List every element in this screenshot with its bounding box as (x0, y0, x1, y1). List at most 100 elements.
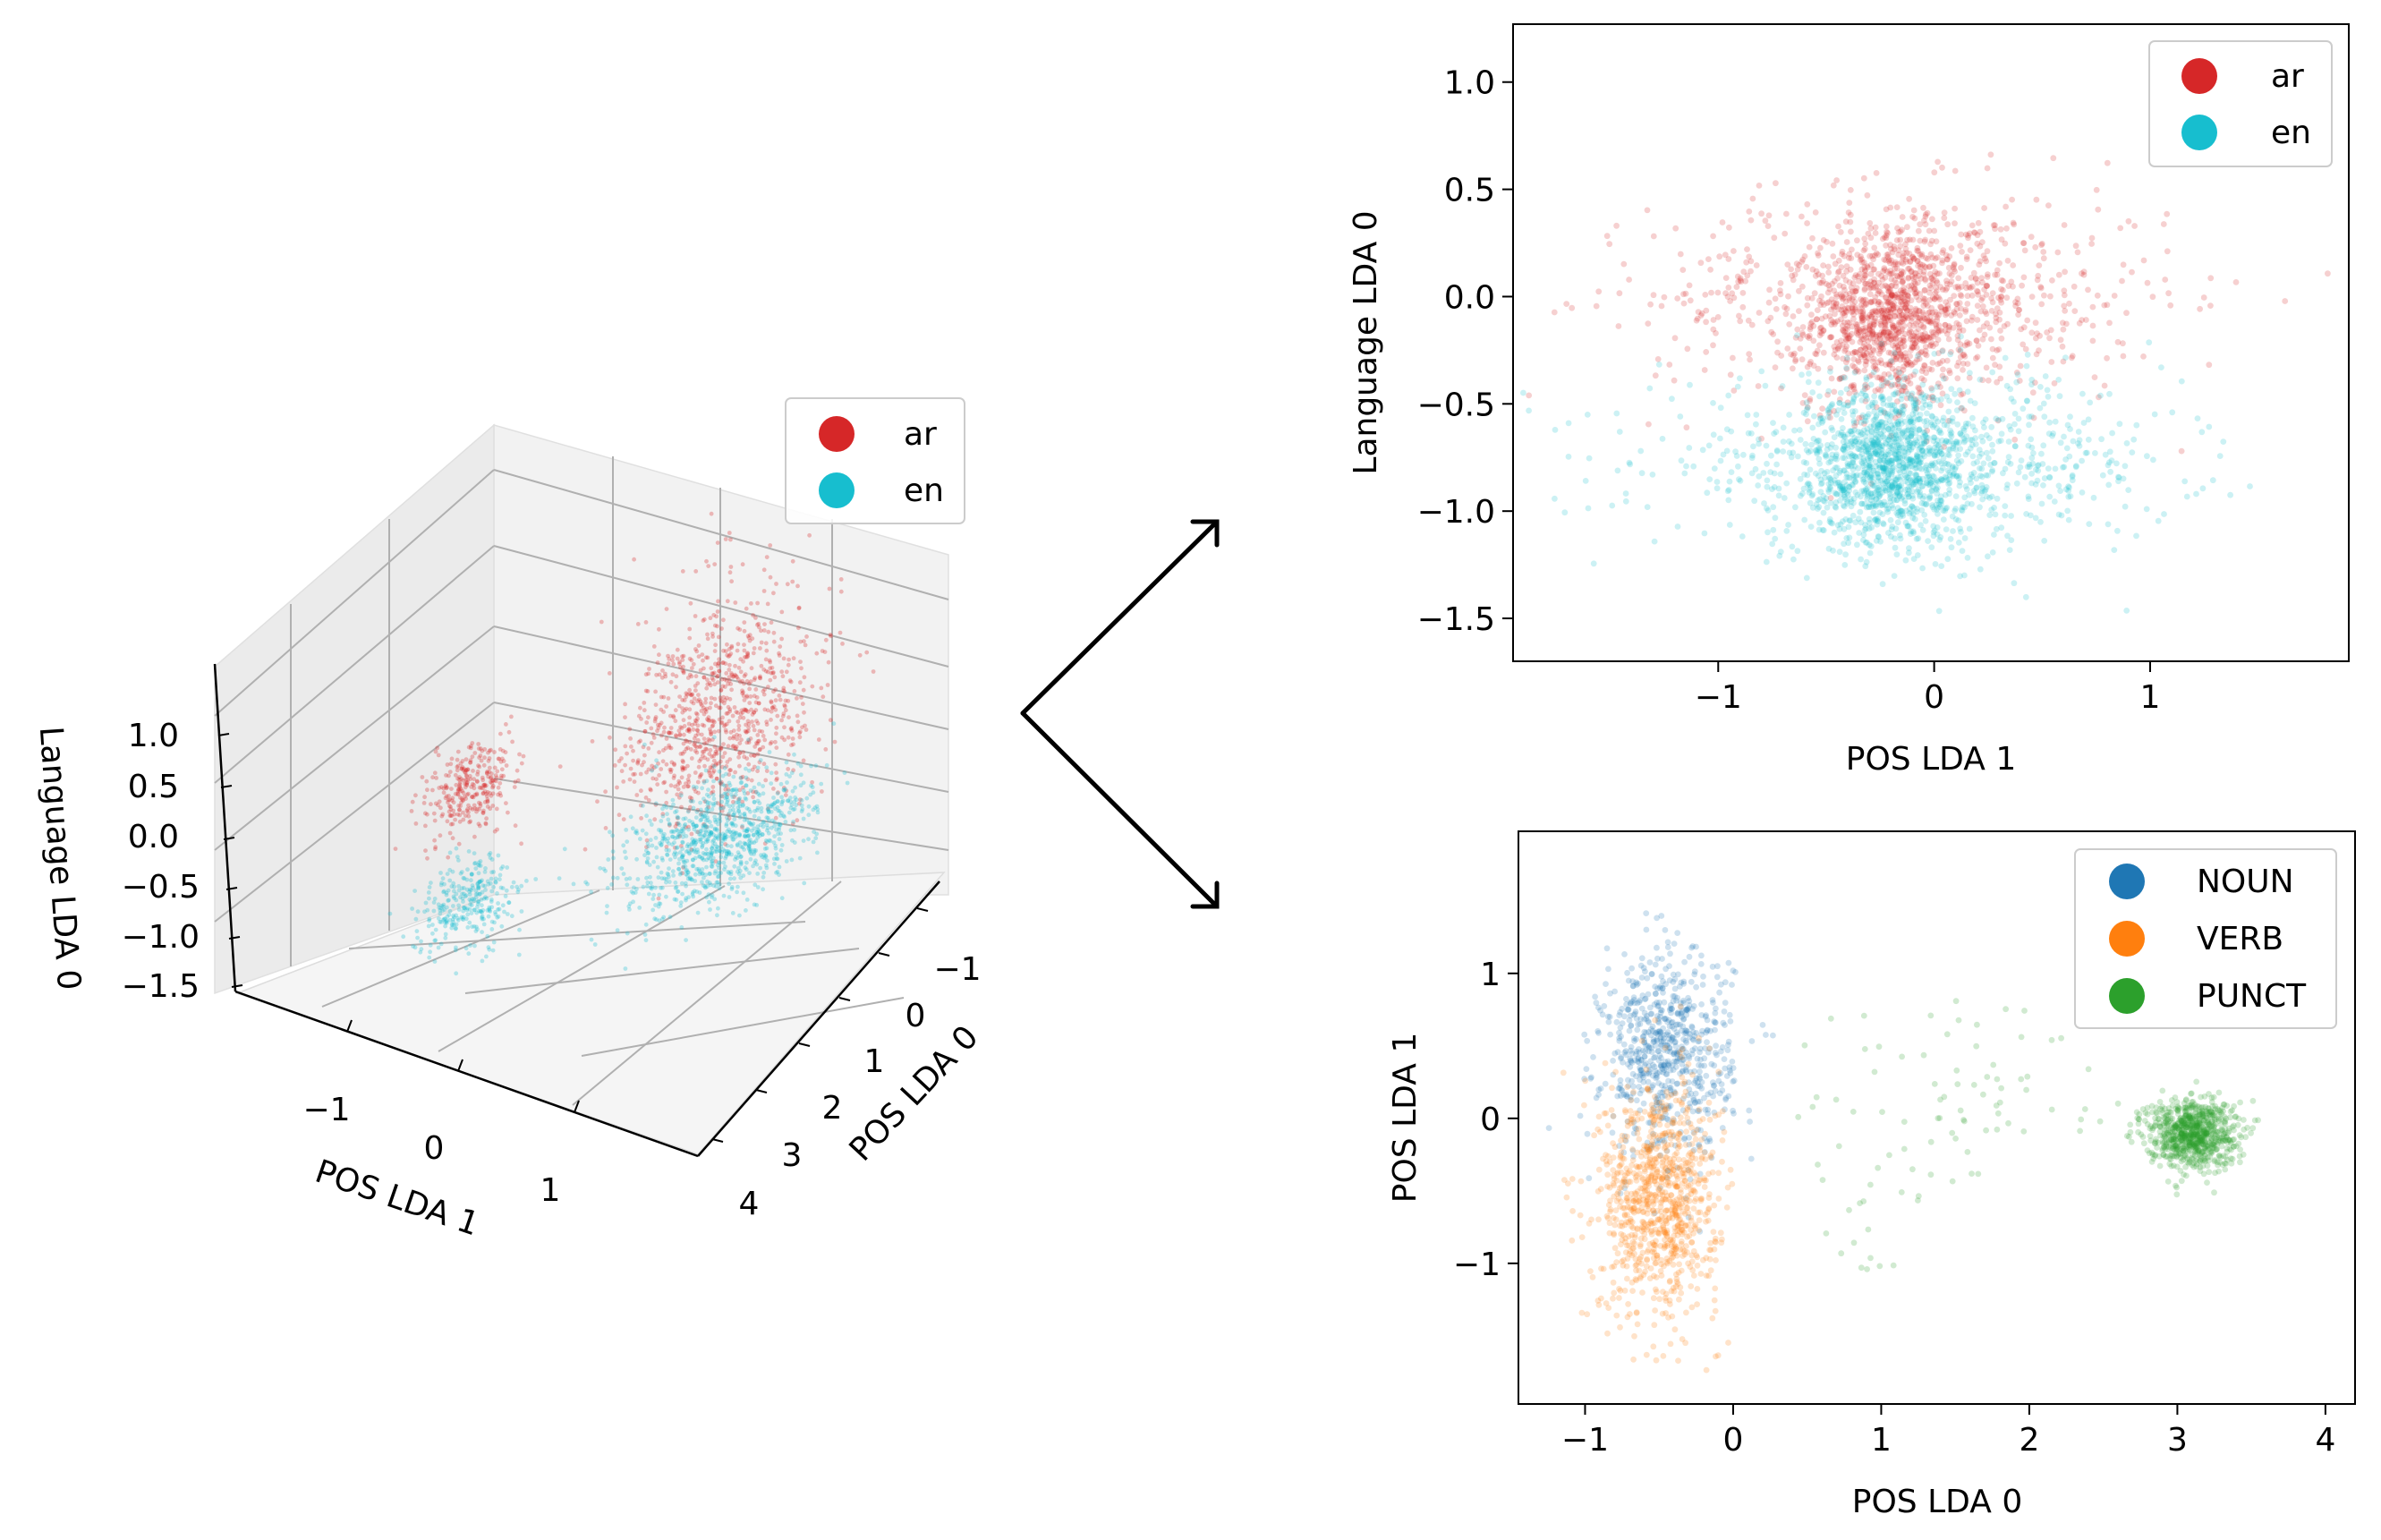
point-ar (639, 788, 643, 794)
point-en (488, 909, 493, 914)
point-ar (492, 765, 497, 770)
point-en (633, 890, 638, 895)
point-ar (727, 757, 733, 761)
point-ar (1698, 310, 1705, 317)
point-ar (478, 804, 483, 809)
point-ar (743, 672, 748, 677)
point-ar (733, 770, 737, 775)
point-ar (486, 758, 491, 763)
point-ar (1626, 277, 1632, 283)
point-ar (443, 796, 448, 801)
point-en (773, 806, 778, 812)
point-en (412, 945, 418, 950)
point-en (478, 909, 483, 915)
point-en (630, 826, 635, 831)
point-en (697, 832, 702, 837)
point-ar (762, 707, 768, 712)
point-ar (768, 666, 773, 671)
point-ar (2114, 338, 2122, 345)
point-en (779, 802, 784, 807)
point-en (742, 828, 747, 833)
point-ar (659, 767, 664, 771)
point-ar (757, 728, 762, 734)
point-ar (1783, 210, 1790, 217)
point-en (440, 876, 446, 881)
point-ar (2024, 317, 2031, 324)
point-ar (684, 746, 689, 752)
point-ar (788, 727, 794, 732)
point-en (517, 927, 522, 932)
point-ar (1877, 357, 1884, 363)
point-en (2198, 429, 2206, 436)
point-ar (436, 753, 441, 758)
point-en (610, 875, 616, 881)
point-ar (455, 788, 461, 794)
point-en (451, 904, 455, 908)
point-ar (740, 710, 745, 715)
point-ar (1843, 239, 1850, 245)
point-ar (2040, 249, 2047, 255)
point-ar (1820, 277, 1826, 285)
point-ar (664, 704, 668, 709)
point-en (654, 758, 659, 763)
point-ar (1986, 324, 1994, 331)
point-ar (480, 811, 486, 815)
point-ar (2089, 337, 2096, 345)
point-en (769, 809, 774, 814)
point-en (710, 807, 715, 812)
point-en (696, 868, 702, 873)
point-ar (447, 797, 452, 802)
x-axis-label: POS LDA 0 (843, 1019, 986, 1169)
point-ar (692, 787, 697, 791)
point-en (691, 784, 696, 789)
point-ar (653, 717, 658, 721)
point-en (684, 868, 689, 873)
point-en (463, 906, 468, 911)
point-en (452, 884, 456, 889)
point-en (1887, 516, 1894, 523)
point-ar (1929, 216, 1935, 223)
point-ar (1832, 311, 1838, 318)
point-en (747, 848, 753, 854)
point-ar (739, 737, 744, 743)
point-en (659, 830, 664, 835)
point-en (683, 881, 688, 886)
point-en (752, 852, 756, 856)
point-ar (2004, 258, 2011, 264)
point-ar (753, 687, 759, 692)
point-ar (744, 654, 749, 659)
point-ar (719, 688, 724, 693)
point-en (469, 888, 473, 893)
point-en (727, 871, 732, 875)
point-ar (668, 783, 674, 788)
point-ar (762, 622, 767, 626)
point-en (701, 883, 706, 889)
point-ar (1710, 317, 1717, 323)
point-ar (1827, 334, 1834, 341)
point-en (454, 925, 458, 931)
point-en (1848, 503, 1855, 510)
point-ar (485, 798, 490, 804)
point-ar (657, 750, 661, 755)
point-ar (657, 652, 661, 658)
point-en (808, 792, 813, 797)
point-ar (712, 682, 718, 687)
point-ar (1818, 315, 1825, 322)
point-ar (770, 705, 775, 710)
point-en (738, 780, 744, 786)
point-ar (651, 736, 657, 740)
point-en (707, 899, 711, 905)
point-en (698, 813, 703, 818)
point-ar (631, 758, 635, 763)
point-en (443, 935, 448, 940)
point-ar (1929, 360, 1936, 366)
point-en (689, 842, 694, 847)
point-ar (790, 579, 795, 584)
point-en (751, 821, 756, 826)
point-en (1848, 428, 1854, 435)
point-en (701, 841, 706, 846)
point-en (690, 864, 695, 869)
point-ar (1888, 336, 1894, 343)
point-ar (2014, 300, 2021, 307)
point-ar (729, 671, 734, 676)
